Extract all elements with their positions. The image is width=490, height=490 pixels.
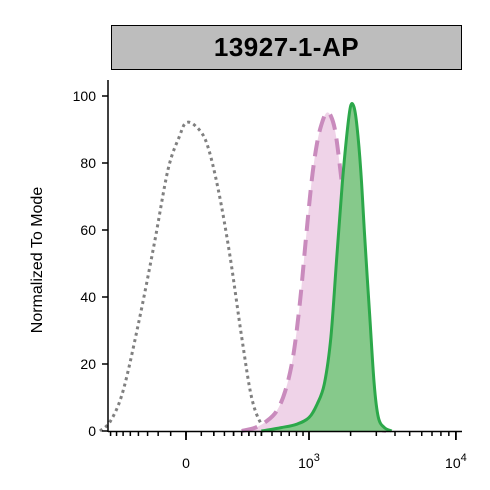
series-2-fill bbox=[261, 103, 392, 431]
y-axis-label: Normalized To Mode bbox=[29, 187, 46, 334]
x-tick-label: 0 bbox=[182, 455, 190, 471]
y-tick-label: 40 bbox=[80, 289, 96, 305]
x-tick-label: 104 bbox=[445, 452, 467, 471]
chart-title-box: 13927-1-AP bbox=[111, 25, 462, 70]
series-2-line bbox=[261, 102, 393, 433]
chart-title: 13927-1-AP bbox=[213, 32, 360, 62]
y-tick-label: 100 bbox=[73, 88, 97, 104]
y-tick-label: 80 bbox=[80, 155, 96, 171]
x-ticks-layer: 0 103 104 bbox=[109, 431, 467, 471]
x-tick-label: 103 bbox=[298, 452, 320, 471]
curves-layer bbox=[98, 102, 393, 433]
y-tick-label: 20 bbox=[80, 356, 96, 372]
y-tick-label: 0 bbox=[88, 423, 96, 439]
series-0-line bbox=[98, 120, 271, 433]
y-tick-label: 60 bbox=[80, 222, 96, 238]
y-ticks-layer: 0 20 40 60 80 100 bbox=[73, 88, 108, 439]
axes-layer bbox=[107, 80, 462, 433]
